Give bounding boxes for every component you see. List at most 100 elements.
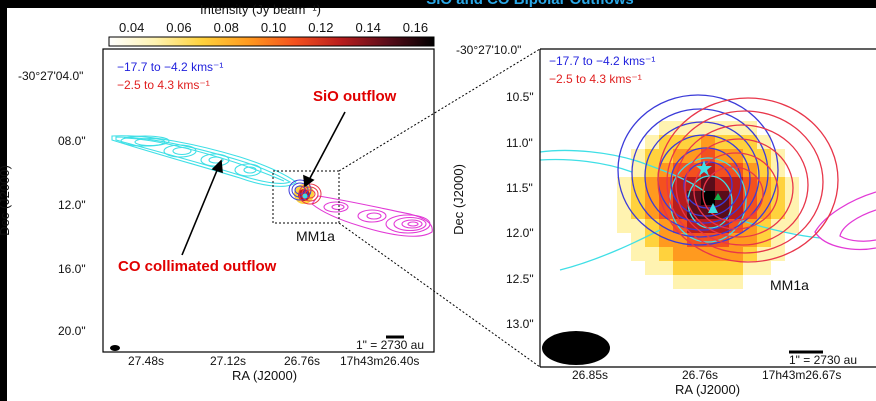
heatmap-cell — [645, 261, 659, 275]
heatmap-cell — [645, 205, 659, 219]
annotation-arrows — [181, 111, 346, 256]
left-ra-tick-2: 26.76s — [284, 354, 321, 368]
heatmap-cell — [631, 177, 645, 191]
left-ra-tick-1: 27.12s — [210, 354, 247, 368]
heatmap-cell — [743, 205, 757, 219]
heatmap-cell — [617, 219, 631, 233]
heatmap-cell — [771, 247, 785, 261]
right-dec-tick-1: 10.5" — [506, 90, 534, 104]
right-scalebar-label: 1" = 2730 au — [789, 353, 857, 367]
left-legend-red: −2.5 to 4.3 kms⁻¹ — [117, 78, 210, 92]
heatmap-cell — [617, 163, 631, 177]
left-beam — [110, 345, 120, 351]
left-ylabel: Dec (J2000) — [0, 165, 12, 236]
heatmap-cell — [673, 107, 687, 121]
left-legend-blue: −17.7 to −4.2 kms⁻¹ — [117, 60, 224, 74]
heatmap-cell — [715, 163, 729, 177]
left-panel-contours — [110, 135, 433, 351]
left-ra-tick-0: 27.48s — [128, 354, 165, 368]
zoom-connector-bottom — [338, 222, 541, 368]
heatmap-cell — [701, 261, 715, 275]
heatmap-cell — [757, 135, 771, 149]
left-xlabel: RA (J2000) — [232, 368, 298, 383]
heatmap-cell — [715, 275, 729, 289]
heatmap-cell — [687, 135, 701, 149]
heatmap-cell — [785, 247, 799, 261]
left-panel-frame — [102, 48, 435, 353]
heatmap-cell — [603, 205, 617, 219]
right-xlabel: RA (J2000) — [675, 382, 741, 397]
right-dec-tick-3: 11.5" — [506, 181, 533, 195]
heatmap-cell — [673, 247, 687, 261]
heatmap-cell — [799, 177, 813, 191]
heatmap-cell — [631, 191, 645, 205]
annotation-co-outflow: CO collimated outflow — [118, 258, 277, 275]
heatmap-cell — [701, 177, 715, 191]
heatmap-cell — [659, 233, 673, 247]
heatmap-cell — [687, 289, 701, 303]
right-ra-tick-2: 17h43m26.67s — [762, 368, 842, 382]
heatmap-cell — [631, 149, 645, 163]
header-bar — [0, 0, 876, 8]
heatmap-cell — [743, 247, 757, 261]
right-source-label: MM1a — [770, 277, 809, 293]
heatmap-cell — [785, 149, 799, 163]
zoom-connector-top — [338, 48, 541, 172]
heatmap-cell — [729, 289, 743, 303]
heatmap-cell — [659, 219, 673, 233]
heatmap-cell — [757, 247, 771, 261]
heatmap-cell — [645, 233, 659, 247]
right-dec-tick-4: 12.0" — [506, 226, 534, 240]
heatmap-cell — [743, 261, 757, 275]
left-edge-bar — [0, 0, 7, 401]
heatmap-cell — [659, 247, 673, 261]
right-dec-tick-0: -30°27'10.0" — [456, 43, 522, 57]
heatmap-cell — [771, 233, 785, 247]
heatmap-cell — [729, 107, 743, 121]
heatmap-cell — [757, 233, 771, 247]
heatmap-cell — [659, 261, 673, 275]
left-dec-tick-0: -30°27'04.0" — [18, 69, 84, 83]
left-dec-tick-3: 16.0" — [58, 262, 86, 276]
heatmap-cell — [785, 219, 799, 233]
heatmap-cell — [757, 191, 771, 205]
heatmap-cell — [757, 261, 771, 275]
star-marker — [696, 160, 712, 176]
heatmap-cell — [729, 149, 743, 163]
heatmap-cell — [785, 205, 799, 219]
heatmap-cell — [715, 177, 729, 191]
colorbar-tick-5: 0.14 — [355, 20, 381, 35]
heatmap-cell — [631, 261, 645, 275]
colorbar-tick-6: 0.16 — [402, 20, 429, 35]
heatmap-cell — [645, 275, 659, 289]
right-dec-tick-2: 11.0" — [506, 136, 533, 150]
heatmap-cell — [757, 275, 771, 289]
heatmap-cell — [603, 177, 617, 191]
heatmap-cell — [659, 135, 673, 149]
right-ylabel: Dec (J2000) — [450, 164, 466, 235]
heatmap-cell — [659, 275, 673, 289]
heatmap-cell — [645, 177, 659, 191]
left-source-label: MM1a — [296, 228, 335, 244]
heatmap-cell — [659, 121, 673, 135]
heatmap-cell — [617, 233, 631, 247]
heatmap-cell — [715, 261, 729, 275]
heatmap-cell — [687, 275, 701, 289]
left-dec-tick-4: 20.0" — [58, 324, 86, 338]
triangle-marker — [708, 203, 718, 213]
left-scalebar-label: 1" = 2730 au — [356, 338, 424, 352]
right-dec-tick-6: 13.0" — [506, 317, 534, 331]
colorbar-tick-1: 0.06 — [166, 20, 192, 35]
heatmap-cell — [673, 275, 687, 289]
heatmap-cell — [771, 261, 785, 275]
heatmap-cell — [715, 219, 729, 233]
heatmap-cell — [645, 149, 659, 163]
heatmap-cell — [645, 163, 659, 177]
heatmap-cell — [673, 261, 687, 275]
heatmap-cell — [617, 247, 631, 261]
heatmap-cell — [743, 275, 757, 289]
heatmap-cell — [659, 107, 673, 121]
right-panel-content — [540, 94, 876, 365]
heatmap-cell — [729, 205, 743, 219]
heatmap-cell — [659, 177, 673, 191]
